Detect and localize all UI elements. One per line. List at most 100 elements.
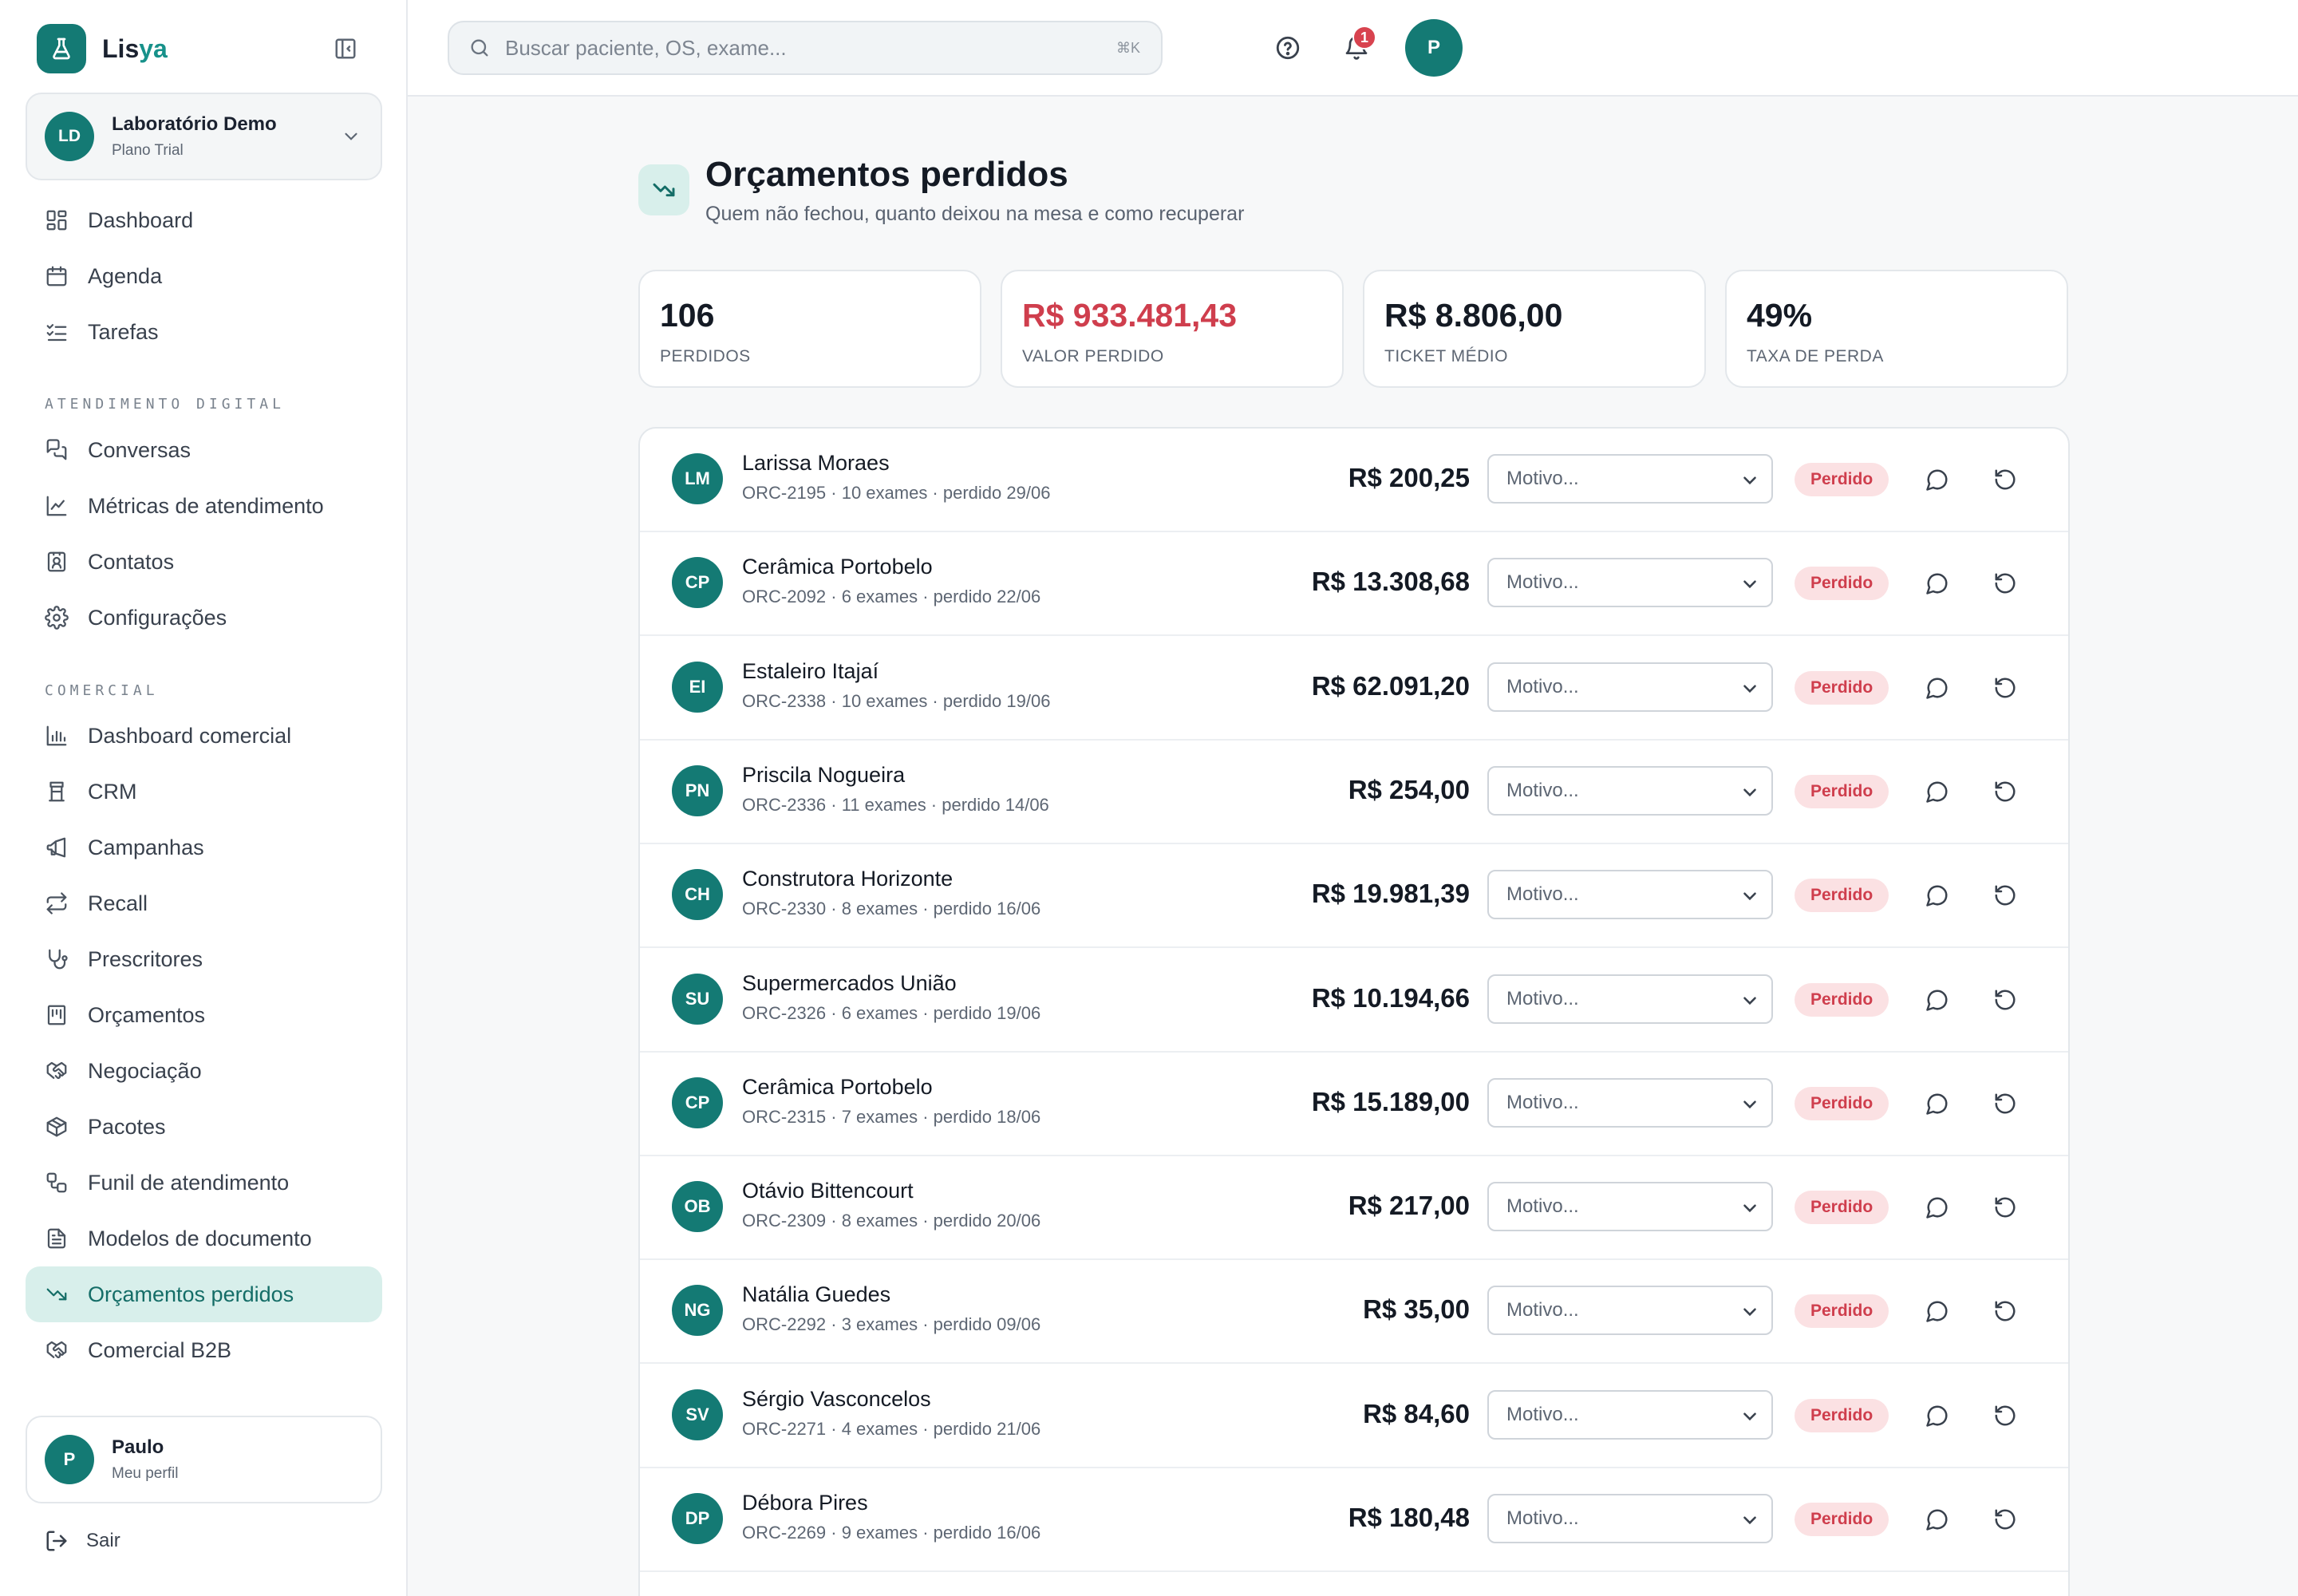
table-row[interactable]: OB Otávio Bittencourt ORC-2309 · 8 exames … <box>640 1156 2068 1261</box>
message-circle-icon[interactable] <box>1923 986 1952 1014</box>
reason-select[interactable]: Motivo... <box>1487 662 1773 712</box>
sidebar-item-crm[interactable]: CRM <box>26 764 382 820</box>
message-circle-icon[interactable] <box>1923 1401 1952 1430</box>
message-circle-icon[interactable] <box>1923 1193 1952 1222</box>
reason-select-value: Motivo... <box>1506 468 1579 489</box>
brand[interactable]: Lisya <box>37 24 168 73</box>
row-name: Construtora Horizonte <box>742 867 954 891</box>
reopen-icon[interactable] <box>1991 674 2020 702</box>
sidebar-item-label: Negociação <box>88 1058 202 1083</box>
message-circle-icon[interactable] <box>1923 569 1952 598</box>
row-avatar: PN <box>672 764 723 816</box>
sidebar-item-dashboard[interactable]: Dashboard <box>26 192 382 248</box>
reopen-icon[interactable] <box>1991 1193 2020 1222</box>
trending-down-icon <box>638 164 689 215</box>
message-circle-icon[interactable] <box>1923 777 1952 806</box>
reopen-icon[interactable] <box>1991 881 2020 910</box>
row-meta: ORC-2309 · 8 exames · perdido 20/06 <box>742 1211 1041 1231</box>
sidebar-item-orcamentos-perdidos[interactable]: Orçamentos perdidos <box>26 1266 382 1322</box>
stethoscope-icon <box>45 947 69 971</box>
sidebar-item-metricas-de-atendimento[interactable]: Métricas de atendimento <box>26 478 382 534</box>
table-row[interactable] <box>640 1572 2068 1596</box>
table-row[interactable]: SV Sérgio Vasconcelos ORC-2271 · 4 exames … <box>640 1365 2068 1468</box>
user-avatar[interactable]: P <box>1405 19 1463 77</box>
row-avatar: DP <box>672 1493 723 1544</box>
sidebar-item-campanhas[interactable]: Campanhas <box>26 820 382 875</box>
sidebar-item-contatos[interactable]: Contatos <box>26 534 382 590</box>
reopen-icon[interactable] <box>1991 465 2020 494</box>
row-meta: ORC-2269 · 9 exames · perdido 16/06 <box>742 1523 1041 1543</box>
collapse-sidebar-icon[interactable] <box>332 35 359 62</box>
table-row[interactable]: EI Estaleiro Itajaí ORC-2338 · 10 exames ·… <box>640 637 2068 741</box>
status-badge: Perdido <box>1795 567 1889 601</box>
message-circle-icon[interactable] <box>1923 1297 1952 1325</box>
row-avatar: SU <box>672 973 723 1025</box>
reason-select[interactable]: Motivo... <box>1487 558 1773 608</box>
reason-select[interactable]: Motivo... <box>1487 870 1773 920</box>
reopen-icon[interactable] <box>1991 1505 2020 1534</box>
row-name: Cerâmica Portobelo <box>742 1074 933 1099</box>
grid-icon <box>45 208 69 232</box>
logout-button[interactable]: Sair <box>45 1529 120 1553</box>
search-input[interactable] <box>505 35 1064 61</box>
row-amount: R$ 15.189,00 <box>1311 1086 1470 1116</box>
table-row[interactable]: SU Supermercados União ORC-2326 · 6 exames… <box>640 949 2068 1053</box>
line-chart-icon <box>45 494 69 518</box>
sidebar-item-label: Agenda <box>88 263 163 288</box>
org-name: Laboratório Demo <box>112 113 277 135</box>
sidebar-item-negociacao[interactable]: Negociação <box>26 1043 382 1099</box>
message-circle-icon[interactable] <box>1923 1089 1952 1118</box>
table-row[interactable]: LM Larissa Moraes ORC-2195 · 10 exames · p… <box>640 429 2068 532</box>
stat-value: R$ 933.481,43 <box>1022 297 1238 334</box>
table-row[interactable]: CH Construtora Horizonte ORC-2330 · 8 exam… <box>640 844 2068 949</box>
trending-down-icon <box>45 1282 69 1306</box>
sidebar-item-orcamentos[interactable]: Orçamentos <box>26 987 382 1043</box>
table-row[interactable]: CP Cerâmica Portobelo ORC-2092 · 6 exames … <box>640 532 2068 637</box>
message-circle-icon[interactable] <box>1923 1505 1952 1534</box>
sidebar-item-tarefas[interactable]: Tarefas <box>26 304 382 360</box>
reopen-icon[interactable] <box>1991 1297 2020 1325</box>
sidebar-item-modelos-de-documento[interactable]: Modelos de documento <box>26 1211 382 1266</box>
sidebar-item-pacotes[interactable]: Pacotes <box>26 1099 382 1155</box>
reason-select[interactable]: Motivo... <box>1487 1077 1773 1128</box>
table-row[interactable]: NG Natália Guedes ORC-2292 · 3 exames · pe… <box>640 1260 2068 1365</box>
table-row[interactable]: DP Débora Pires ORC-2269 · 9 exames · perd… <box>640 1468 2068 1572</box>
sidebar-item-conversas[interactable]: Conversas <box>26 422 382 478</box>
search-box[interactable]: ⌘K <box>448 21 1163 75</box>
message-circle-icon[interactable] <box>1923 674 1952 702</box>
org-switcher[interactable]: LD Laboratório Demo Plano Trial <box>26 93 382 180</box>
reopen-icon[interactable] <box>1991 986 2020 1014</box>
reason-select[interactable]: Motivo... <box>1487 1182 1773 1232</box>
sidebar-item-dashboard-comercial[interactable]: Dashboard comercial <box>26 708 382 764</box>
reopen-icon[interactable] <box>1991 569 2020 598</box>
reopen-icon[interactable] <box>1991 1401 2020 1430</box>
page-title: Orçamentos perdidos <box>705 155 1068 194</box>
table-row[interactable]: CP Cerâmica Portobelo ORC-2315 · 7 exames … <box>640 1053 2068 1156</box>
help-icon[interactable] <box>1273 33 1303 63</box>
sidebar-item-agenda[interactable]: Agenda <box>26 248 382 304</box>
reason-select[interactable]: Motivo... <box>1487 765 1773 816</box>
reopen-icon[interactable] <box>1991 1089 2020 1118</box>
sidebar-item-prescritores[interactable]: Prescritores <box>26 931 382 987</box>
reopen-icon[interactable] <box>1991 777 2020 806</box>
sidebar-item-label: Campanhas <box>88 835 204 859</box>
row-name: Natália Guedes <box>742 1282 891 1307</box>
profile-avatar: P <box>45 1435 94 1484</box>
stat-value: R$ 8.806,00 <box>1384 297 1563 334</box>
sidebar-item-comercial-b2b[interactable]: Comercial B2B <box>26 1322 382 1378</box>
sidebar-item-recall[interactable]: Recall <box>26 875 382 931</box>
chevron-down-icon <box>1739 782 1760 808</box>
reason-select[interactable]: Motivo... <box>1487 1494 1773 1543</box>
sidebar-item-funil-de-atendimento[interactable]: Funil de atendimento <box>26 1155 382 1211</box>
row-avatar: EI <box>672 661 723 713</box>
reason-select[interactable]: Motivo... <box>1487 1286 1773 1336</box>
reason-select[interactable]: Motivo... <box>1487 1389 1773 1440</box>
profile-card[interactable]: P Paulo Meu perfil <box>26 1416 382 1503</box>
sidebar-item-configuracoes[interactable]: Configurações <box>26 590 382 646</box>
message-circle-icon[interactable] <box>1923 881 1952 910</box>
profile-name: Paulo <box>112 1436 164 1458</box>
message-circle-icon[interactable] <box>1923 465 1952 494</box>
reason-select[interactable]: Motivo... <box>1487 454 1773 504</box>
table-row[interactable]: PN Priscila Nogueira ORC-2336 · 11 exames … <box>640 741 2068 844</box>
reason-select[interactable]: Motivo... <box>1487 974 1773 1024</box>
